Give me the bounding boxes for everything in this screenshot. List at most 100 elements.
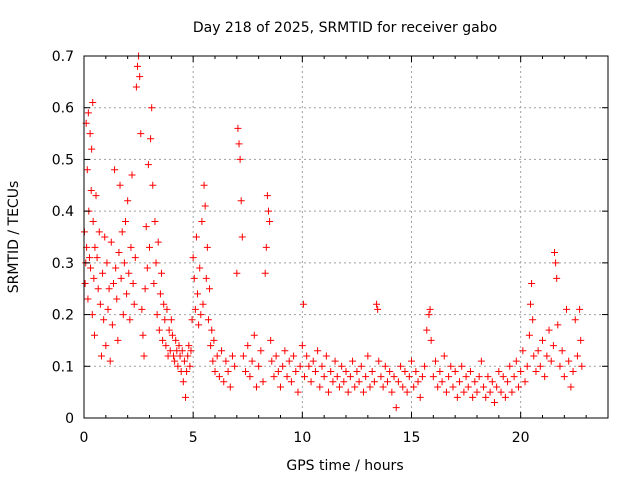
data-point bbox=[340, 378, 348, 386]
data-point bbox=[208, 326, 216, 334]
data-point bbox=[152, 259, 160, 267]
data-point bbox=[143, 264, 151, 272]
data-point bbox=[294, 388, 302, 396]
data-point bbox=[423, 326, 431, 334]
data-point bbox=[421, 362, 429, 370]
data-point bbox=[551, 249, 559, 257]
data-point bbox=[124, 197, 132, 205]
data-point bbox=[97, 352, 105, 360]
y-tick-label: 0 bbox=[65, 411, 74, 427]
data-point bbox=[545, 326, 553, 334]
y-tick-label: 0.7 bbox=[52, 49, 74, 65]
data-point bbox=[303, 352, 311, 360]
data-point bbox=[458, 362, 466, 370]
data-point bbox=[137, 130, 145, 138]
data-point bbox=[197, 311, 205, 319]
data-point bbox=[368, 367, 376, 375]
data-point bbox=[429, 373, 437, 381]
data-point bbox=[104, 305, 112, 313]
data-point bbox=[130, 300, 138, 308]
data-point bbox=[375, 357, 383, 365]
data-point bbox=[281, 347, 289, 355]
data-point bbox=[318, 362, 326, 370]
data-point bbox=[495, 367, 503, 375]
x-tick-label: 0 bbox=[80, 430, 89, 446]
data-point bbox=[149, 181, 157, 189]
data-point bbox=[102, 342, 110, 350]
data-point bbox=[190, 274, 198, 282]
data-point bbox=[410, 383, 418, 391]
data-point bbox=[146, 243, 153, 251]
data-point bbox=[201, 202, 209, 210]
data-point bbox=[298, 342, 306, 350]
data-point bbox=[490, 398, 498, 406]
data-point bbox=[262, 243, 270, 251]
data-point bbox=[381, 362, 389, 370]
data-point bbox=[147, 135, 155, 143]
data-point bbox=[549, 342, 557, 350]
data-point bbox=[105, 285, 113, 293]
data-points bbox=[80, 52, 586, 412]
data-point bbox=[547, 357, 555, 365]
data-point bbox=[272, 352, 280, 360]
data-point bbox=[87, 186, 95, 194]
data-point bbox=[183, 367, 191, 375]
data-point bbox=[386, 367, 394, 375]
data-point bbox=[403, 388, 411, 396]
data-point bbox=[329, 378, 337, 386]
data-point bbox=[168, 331, 176, 339]
data-point bbox=[573, 352, 581, 360]
data-point bbox=[231, 362, 239, 370]
x-tick-label: 5 bbox=[189, 430, 198, 446]
data-point bbox=[508, 388, 516, 396]
plot-frame bbox=[83, 55, 609, 419]
data-point bbox=[299, 300, 307, 308]
data-point bbox=[525, 331, 533, 339]
data-point bbox=[414, 378, 422, 386]
data-point bbox=[136, 73, 144, 81]
data-point bbox=[325, 388, 333, 396]
data-point bbox=[316, 383, 324, 391]
y-tick-label: 0.3 bbox=[52, 256, 74, 272]
data-point bbox=[464, 383, 472, 391]
data-point bbox=[138, 305, 146, 313]
y-tick-label: 0.1 bbox=[52, 359, 74, 375]
data-point bbox=[211, 367, 219, 375]
data-point bbox=[204, 316, 212, 324]
data-point bbox=[125, 269, 133, 277]
data-point bbox=[89, 217, 97, 225]
data-point bbox=[364, 352, 372, 360]
data-point bbox=[290, 352, 298, 360]
data-point bbox=[523, 362, 531, 370]
data-point bbox=[434, 383, 442, 391]
data-point bbox=[519, 347, 527, 355]
data-point bbox=[111, 166, 119, 174]
data-point bbox=[213, 352, 221, 360]
data-point bbox=[203, 243, 211, 251]
data-point bbox=[127, 243, 135, 251]
data-point bbox=[488, 378, 496, 386]
data-point bbox=[567, 383, 575, 391]
data-point bbox=[399, 383, 407, 391]
y-tick-label: 0.2 bbox=[52, 308, 74, 324]
data-point bbox=[259, 378, 267, 386]
data-point bbox=[154, 238, 162, 246]
chart-title: Day 218 of 2025, SRMTID for receiver gab… bbox=[193, 20, 497, 36]
data-point bbox=[493, 383, 501, 391]
data-point bbox=[512, 357, 520, 365]
data-point bbox=[401, 367, 409, 375]
x-axis-label: GPS time / hours bbox=[286, 458, 403, 474]
data-point bbox=[142, 223, 150, 231]
data-point bbox=[109, 280, 117, 288]
data-point bbox=[432, 357, 440, 365]
data-point bbox=[161, 316, 169, 324]
data-point bbox=[215, 373, 223, 381]
data-point bbox=[144, 161, 152, 169]
data-point bbox=[412, 367, 420, 375]
data-point bbox=[460, 388, 468, 396]
data-point bbox=[118, 228, 126, 236]
data-point bbox=[179, 378, 187, 386]
data-point bbox=[218, 347, 226, 355]
data-point bbox=[128, 171, 136, 179]
